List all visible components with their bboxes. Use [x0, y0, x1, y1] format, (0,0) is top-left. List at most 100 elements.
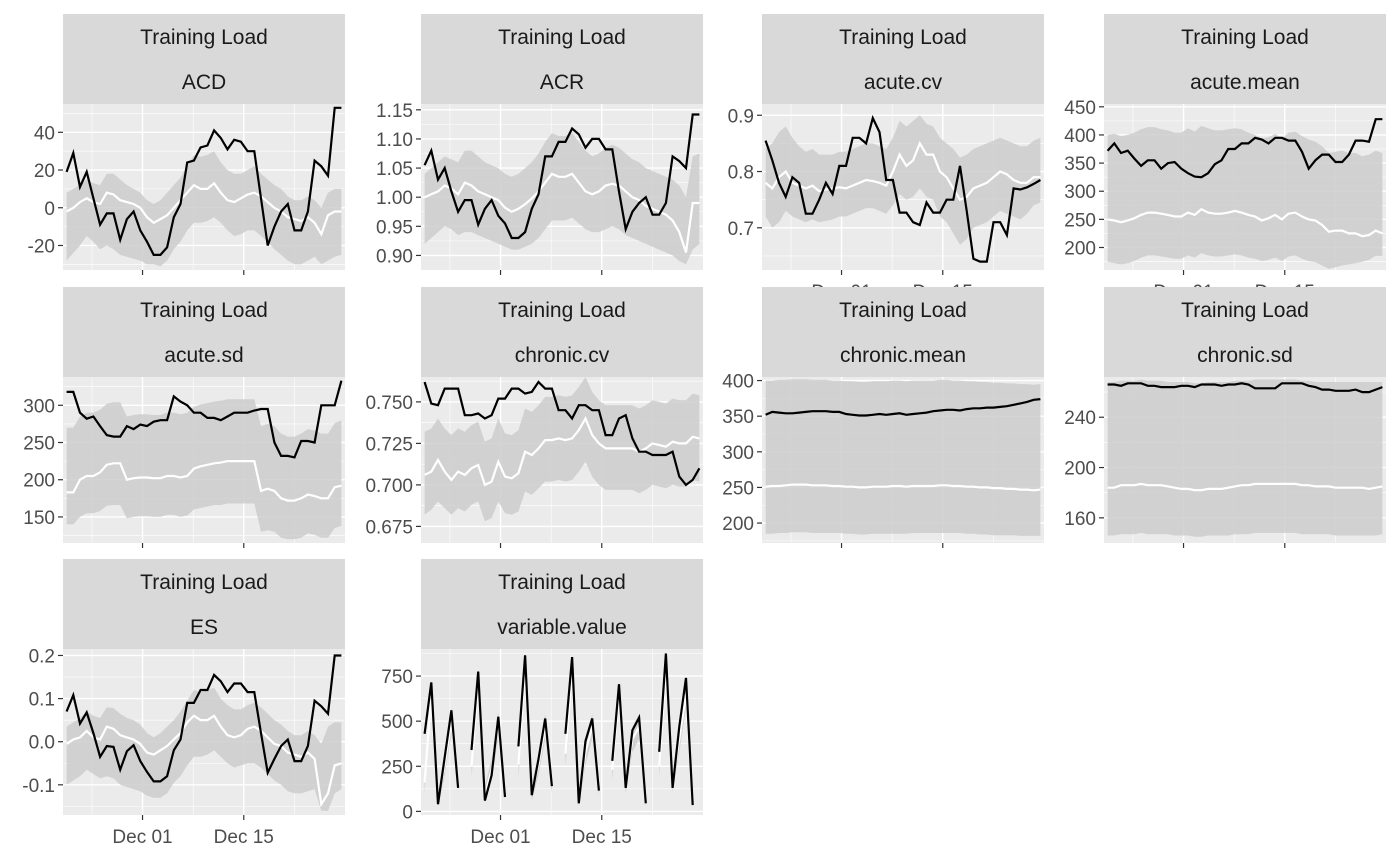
value-line — [423, 113, 700, 240]
y-tick-label: 0.675 — [365, 517, 413, 538]
facet-strip-label: Training Load — [498, 26, 626, 49]
value-line — [65, 654, 342, 783]
facet-panel-9: Training Load ES -0.1 0.0 0.1 0.2 Dec 01 Dec 15 — [22, 559, 345, 848]
facet-panel-1: Training Load ACD -20 0 20 40 — [28, 14, 345, 275]
y-tick-label: 500 — [381, 712, 413, 733]
y-tick-label: 0.1 — [29, 690, 55, 711]
value-line — [1107, 382, 1383, 394]
y-tick-label: 350 — [1064, 154, 1096, 175]
mean-line — [66, 181, 342, 237]
y-tick-label: 0 — [44, 199, 55, 220]
facet-strip-metric: variable.value — [497, 616, 627, 639]
facet-strip-label: Training Load — [839, 26, 967, 49]
y-tick-label: 1.05 — [376, 159, 413, 180]
value-line — [1106, 118, 1383, 179]
value-line — [611, 684, 647, 804]
value-line — [423, 682, 460, 805]
y-tick-label: 350 — [722, 407, 754, 428]
facet-strip-metric: ACR — [540, 71, 584, 94]
facet-strip-metric: acute.cv — [864, 71, 943, 94]
mean-line — [65, 714, 342, 808]
y-tick-label: 400 — [1064, 126, 1096, 147]
value-line — [564, 657, 600, 804]
confidence-band — [765, 379, 1041, 536]
facet-strip — [762, 287, 1044, 377]
facet-strip-label: Training Load — [839, 299, 967, 322]
y-tick-label: 0.2 — [29, 646, 55, 667]
x-tick-label: Dec 15 — [572, 827, 632, 848]
facet-strip-metric: chronic.mean — [840, 344, 966, 367]
y-tick-label: 250 — [381, 757, 413, 778]
y-tick-label: 200 — [722, 514, 754, 535]
y-tick-label: 400 — [722, 372, 754, 393]
confidence-band — [424, 133, 700, 265]
facet-strip-metric: acute.mean — [1190, 71, 1300, 94]
facet-panel-8: Training Load chronic.sd 160 200 240 — [1064, 287, 1386, 548]
mean-line — [764, 140, 1041, 202]
y-tick-label: 250 — [722, 478, 754, 499]
facet-strip — [1104, 287, 1386, 377]
facet-strip — [63, 559, 345, 649]
y-tick-label: 0.90 — [376, 246, 413, 267]
facet-strip — [1104, 14, 1386, 104]
y-tick-label: 0.9 — [728, 106, 754, 127]
facet-strip — [762, 14, 1044, 104]
facet-strip-metric: chronic.sd — [1197, 344, 1293, 367]
y-tick-label: 450 — [1064, 98, 1096, 119]
value-line — [658, 653, 694, 806]
y-tick-label: 160 — [1064, 509, 1096, 530]
x-tick-label: Dec 15 — [214, 827, 274, 848]
facet-strip — [421, 559, 703, 649]
y-tick-label: 250 — [1064, 210, 1096, 231]
facet-panel-7: Training Load chronic.mean 200 250 300 350 400 — [722, 287, 1044, 548]
y-tick-label: 0.700 — [365, 476, 413, 497]
confidence-band — [1107, 379, 1383, 537]
facet-strip-label: Training Load — [140, 299, 268, 322]
y-tick-label: 0.7 — [728, 219, 754, 240]
y-tick-label: -20 — [28, 236, 55, 257]
facet-strip-metric: ACD — [182, 71, 226, 94]
value-line — [764, 114, 1041, 263]
value-line — [470, 671, 507, 801]
confidence-band — [66, 151, 342, 267]
y-tick-label: 300 — [1064, 182, 1096, 203]
confidence-band — [765, 115, 1041, 245]
facet-strip — [63, 287, 345, 377]
y-tick-label: 150 — [23, 508, 55, 529]
value-line — [65, 106, 342, 256]
facet-panel-4: Training Load acute.mean 200 250 300 350 400 45… — [1064, 14, 1386, 303]
y-tick-label: 1.10 — [376, 130, 413, 151]
y-tick-label: 0.750 — [365, 393, 413, 414]
mean-line — [1107, 207, 1383, 238]
facet-strip — [421, 287, 703, 377]
y-tick-label: 300 — [23, 396, 55, 417]
facet-strip-label: Training Load — [498, 299, 626, 322]
y-tick-label: 1.15 — [376, 101, 413, 122]
y-tick-label: 0 — [402, 802, 413, 823]
x-tick-label: Dec 01 — [470, 827, 530, 848]
facet-panel-5: Training Load acute.sd 150 200 250 300 — [23, 287, 345, 548]
y-tick-label: 40 — [34, 123, 55, 144]
y-tick-label: 0.725 — [365, 434, 413, 455]
y-tick-label: 0.95 — [376, 217, 413, 238]
facet-panel-6: Training Load chronic.cv 0.675 0.700 0.725 0.… — [365, 287, 703, 548]
value-line — [765, 398, 1041, 417]
y-tick-label: 200 — [1064, 238, 1096, 259]
y-tick-label: -0.1 — [22, 776, 55, 797]
value-line — [517, 655, 553, 796]
confidence-band — [424, 377, 700, 522]
y-tick-label: 250 — [23, 434, 55, 455]
facet-panel-10: Training Load variable.value 0 250 500 750 Dec… — [381, 559, 703, 848]
y-tick-label: 750 — [381, 667, 413, 688]
y-tick-label: 200 — [23, 471, 55, 492]
facet-strip-metric: acute.sd — [164, 344, 243, 367]
y-tick-label: 0.0 — [29, 733, 55, 754]
y-tick-label: 20 — [34, 161, 55, 182]
mean-line — [66, 460, 342, 502]
y-tick-label: 300 — [722, 443, 754, 464]
x-tick-label: Dec 01 — [112, 827, 172, 848]
facet-strip — [63, 14, 345, 104]
facet-strip — [421, 14, 703, 104]
